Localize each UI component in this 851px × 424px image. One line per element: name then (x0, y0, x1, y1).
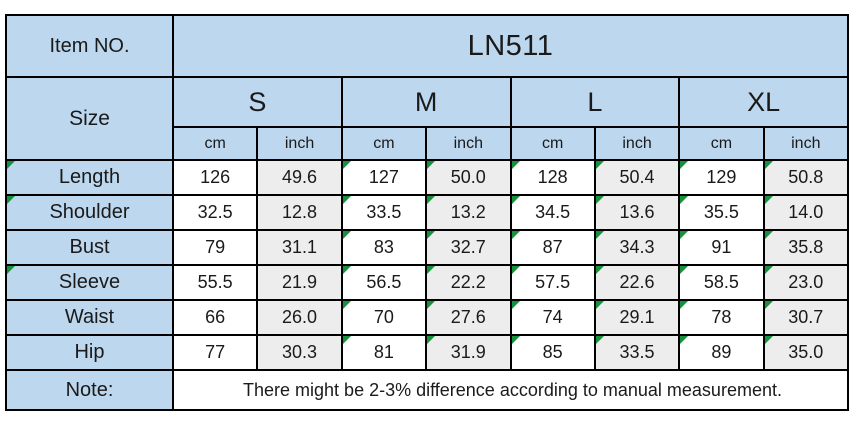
row-label-waist: Waist (5, 299, 174, 336)
value-cell: 35.0 (762, 334, 850, 371)
value-cell: 50.4 (593, 159, 681, 196)
size-header-l: L (509, 76, 681, 128)
value-cell: 27.6 (425, 299, 512, 336)
value-cell: 50.0 (425, 159, 512, 196)
unit-header-cm: cm (340, 126, 428, 161)
value-cell: 127 (340, 159, 428, 196)
table-row-bust: Bust 79 31.1 83 32.7 87 34.3 91 35.8 (5, 229, 850, 266)
note-row: Note: There might be 2-3% difference acc… (5, 369, 849, 411)
item-no-row: Item NO. LN511 (5, 14, 849, 78)
item-no-label: Item NO. (5, 14, 174, 78)
unit-header-cm: cm (171, 126, 259, 161)
value-cell: 85 (509, 334, 596, 371)
value-cell: 74 (509, 299, 596, 336)
value-cell: 49.6 (256, 159, 343, 196)
value-cell: 22.6 (593, 264, 681, 301)
value-cell: 35.8 (762, 229, 850, 266)
row-label-shoulder: Shoulder (5, 194, 174, 231)
unit-header-inch: inch (593, 126, 681, 161)
value-cell: 14.0 (762, 194, 850, 231)
value-cell: 91 (678, 229, 765, 266)
size-header-m: M (340, 76, 512, 128)
table-row-shoulder: Shoulder 32.5 12.8 33.5 13.2 34.5 13.6 3… (5, 194, 850, 231)
value-cell: 22.2 (425, 264, 512, 301)
table-row-hip: Hip 77 30.3 81 31.9 85 33.5 89 35.0 (5, 334, 850, 371)
size-chart-table: Item NO. LN511 Size S M L XL cm inch cm … (5, 14, 850, 411)
value-cell: 78 (678, 299, 765, 336)
size-header-row: Size S M L XL (5, 76, 849, 161)
value-cell: 31.1 (256, 229, 343, 266)
value-cell: 70 (340, 299, 428, 336)
unit-header-inch: inch (256, 126, 343, 161)
size-label: Size (5, 76, 174, 161)
value-cell: 30.7 (762, 299, 850, 336)
table-row-length: Length 126 49.6 127 50.0 128 50.4 129 50… (5, 159, 850, 196)
value-cell: 29.1 (593, 299, 681, 336)
value-cell: 83 (340, 229, 428, 266)
value-cell: 12.8 (256, 194, 343, 231)
unit-header-row: cm inch cm inch cm inch cm inch (6, 126, 850, 161)
value-cell: 26.0 (256, 299, 343, 336)
value-cell: 56.5 (340, 264, 428, 301)
value-cell: 57.5 (509, 264, 596, 301)
value-cell: 33.5 (340, 194, 428, 231)
table-row-waist: Waist 66 26.0 70 27.6 74 29.1 78 30.7 (5, 299, 850, 336)
value-cell: 34.5 (509, 194, 596, 231)
value-cell: 31.9 (425, 334, 512, 371)
value-cell: 79 (171, 229, 259, 266)
value-cell: 13.2 (425, 194, 512, 231)
value-cell: 87 (509, 229, 596, 266)
value-cell: 55.5 (171, 264, 259, 301)
value-cell: 21.9 (256, 264, 343, 301)
size-header-xl: XL (678, 76, 849, 128)
value-cell: 128 (509, 159, 596, 196)
size-header-s: S (172, 76, 343, 128)
value-cell: 30.3 (256, 334, 343, 371)
value-cell: 32.5 (171, 194, 259, 231)
value-cell: 66 (171, 299, 259, 336)
value-cell: 23.0 (762, 264, 850, 301)
value-cell: 129 (678, 159, 765, 196)
value-cell: 35.5 (678, 194, 765, 231)
value-cell: 58.5 (678, 264, 765, 301)
table-row-sleeve: Sleeve 55.5 21.9 56.5 22.2 57.5 22.6 58.… (5, 264, 850, 301)
unit-header-cm: cm (678, 126, 765, 161)
value-cell: 13.6 (593, 194, 681, 231)
value-cell: 77 (171, 334, 259, 371)
row-label-length: Length (5, 159, 174, 196)
value-cell: 32.7 (425, 229, 512, 266)
note-label: Note: (5, 369, 174, 411)
row-label-sleeve: Sleeve (5, 264, 174, 301)
value-cell: 33.5 (593, 334, 681, 371)
value-cell: 126 (171, 159, 259, 196)
value-cell: 34.3 (593, 229, 681, 266)
row-label-bust: Bust (5, 229, 174, 266)
unit-header-inch: inch (425, 126, 512, 161)
value-cell: 50.8 (762, 159, 850, 196)
unit-header-cm: cm (509, 126, 596, 161)
item-no-value: LN511 (172, 14, 849, 78)
note-text: There might be 2-3% difference according… (172, 369, 849, 411)
value-cell: 89 (678, 334, 765, 371)
unit-header-inch: inch (762, 126, 850, 161)
row-label-hip: Hip (5, 334, 174, 371)
value-cell: 81 (340, 334, 428, 371)
